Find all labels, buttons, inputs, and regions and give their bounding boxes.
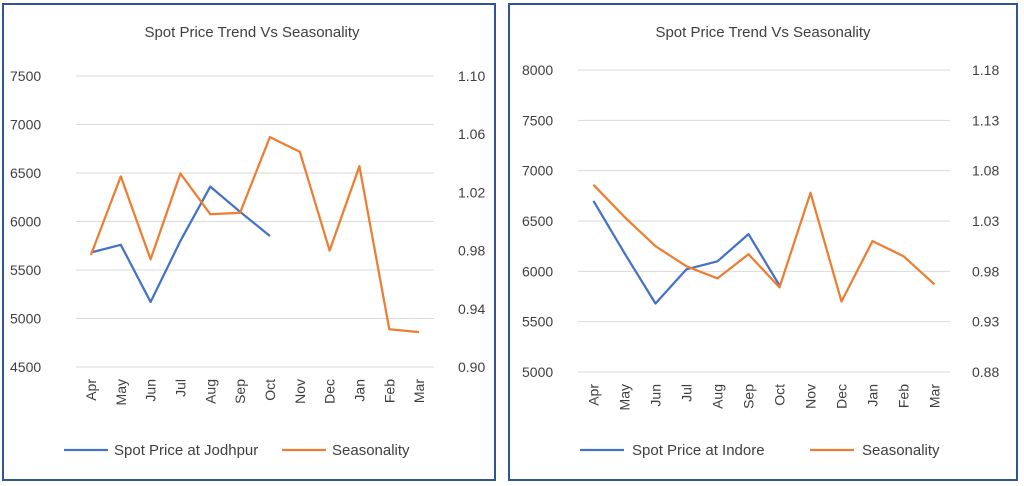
x-tick-label: Nov: [292, 379, 308, 404]
y-left-tick-label: 7500: [522, 112, 553, 128]
x-tick-label: Sep: [741, 384, 757, 409]
y-left-tick-label: 6500: [522, 213, 553, 229]
chart-panel-jodhpur: Spot Price Trend Vs Seasonality 7500 7000 6…: [2, 3, 496, 481]
y-left-tick-label: 6000: [10, 214, 41, 230]
x-tick-label: Mar: [411, 379, 427, 403]
y-left-tick-label: 5500: [10, 262, 41, 278]
x-tick-label: Oct: [772, 384, 788, 406]
x-tick-label: Jul: [679, 384, 695, 402]
y-right-tick-label: 1.13: [972, 112, 999, 128]
y-right-tick-label: 1.18: [972, 62, 999, 78]
series-line-spot-price: [592, 200, 781, 305]
y-left-tick-label: 5000: [522, 364, 553, 380]
legend-label: Seasonality: [332, 442, 410, 459]
x-tick-label: May: [617, 384, 633, 410]
y-right-tick-label: 1.08: [972, 163, 999, 179]
x-tick-label: May: [113, 379, 129, 405]
y-left-tick-label: 8000: [522, 62, 553, 78]
x-tick-label: Jan: [865, 384, 881, 407]
x-tick-label: Oct: [262, 379, 278, 401]
y-left-tick-label: 7000: [10, 117, 41, 133]
y-right-tick-label: 1.06: [458, 126, 485, 142]
x-tick-label: Aug: [710, 384, 726, 409]
y-right-tick-label: 1.03: [972, 213, 999, 229]
y-right-tick-label: 0.98: [458, 243, 485, 259]
y-left-tick-label: 5500: [522, 314, 553, 330]
chart-panel-indore: Spot Price Trend Vs Seasonality 8000 7500 7…: [508, 3, 1018, 481]
x-tick-label: Dec: [322, 379, 338, 404]
x-tick-label: Apr: [83, 379, 99, 401]
legend-label: Seasonality: [862, 442, 940, 459]
chart-indore: Spot Price Trend Vs Seasonality 8000 7500 7…: [522, 24, 999, 459]
x-tick-label: Feb: [896, 384, 912, 408]
x-tick-label: Mar: [927, 384, 943, 408]
y-right-tick-label: 0.88: [972, 364, 999, 380]
x-tick-label: Jun: [143, 379, 159, 402]
legend-label: Spot Price at Indore: [632, 442, 765, 459]
y-left-tick-label: 7000: [522, 163, 553, 179]
x-tick-label: Jan: [351, 379, 367, 402]
y-left-tick-label: 7500: [10, 68, 41, 84]
x-tick-label: Sep: [232, 379, 248, 404]
x-tick-label: Jul: [172, 379, 188, 397]
x-tick-label: Nov: [803, 384, 819, 409]
y-left-tick-label: 5000: [10, 311, 41, 327]
series-line-seasonality: [592, 184, 936, 303]
y-right-tick-label: 0.98: [972, 263, 999, 279]
y-left-tick-label: 6000: [522, 263, 553, 279]
legend-label: Spot Price at Jodhpur: [114, 442, 258, 459]
chart-jodhpur: Spot Price Trend Vs Seasonality 7500 7000 6…: [10, 24, 485, 459]
y-left-tick-label: 6500: [10, 165, 41, 181]
x-tick-label: Apr: [586, 384, 602, 406]
y-right-tick-label: 0.90: [458, 359, 485, 375]
y-right-tick-label: 1.10: [458, 68, 485, 84]
chart-title: Spot Price Trend Vs Seasonality: [655, 24, 871, 41]
chart-title: Spot Price Trend Vs Seasonality: [144, 24, 360, 41]
series-line-seasonality: [89, 135, 420, 334]
x-tick-label: Feb: [381, 379, 397, 403]
y-right-tick-label: 1.02: [458, 184, 485, 200]
x-tick-label: Jun: [648, 384, 664, 407]
y-left-tick-label: 4500: [10, 359, 41, 375]
y-right-tick-label: 0.94: [458, 301, 485, 317]
x-tick-label: Aug: [202, 379, 218, 404]
x-tick-label: Dec: [834, 384, 850, 409]
y-right-tick-label: 0.93: [972, 314, 999, 330]
